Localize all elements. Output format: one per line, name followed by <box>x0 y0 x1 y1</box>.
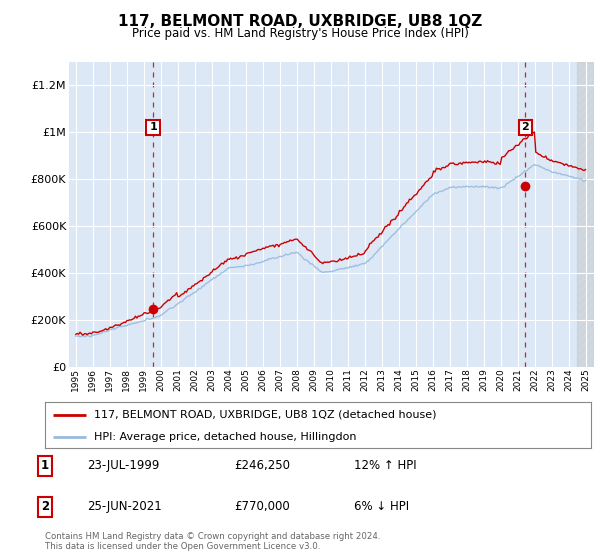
Text: £770,000: £770,000 <box>234 500 290 514</box>
Text: 25-JUN-2021: 25-JUN-2021 <box>87 500 162 514</box>
Bar <box>577 62 594 367</box>
Text: Price paid vs. HM Land Registry's House Price Index (HPI): Price paid vs. HM Land Registry's House … <box>131 27 469 40</box>
Text: 23-JUL-1999: 23-JUL-1999 <box>87 459 160 473</box>
Bar <box>577 62 594 367</box>
Text: 12% ↑ HPI: 12% ↑ HPI <box>354 459 416 473</box>
Text: 1: 1 <box>41 459 49 473</box>
Text: £246,250: £246,250 <box>234 459 290 473</box>
Text: 2: 2 <box>41 500 49 514</box>
Text: 6% ↓ HPI: 6% ↓ HPI <box>354 500 409 514</box>
Text: 117, BELMONT ROAD, UXBRIDGE, UB8 1QZ (detached house): 117, BELMONT ROAD, UXBRIDGE, UB8 1QZ (de… <box>94 410 437 420</box>
Text: 117, BELMONT ROAD, UXBRIDGE, UB8 1QZ: 117, BELMONT ROAD, UXBRIDGE, UB8 1QZ <box>118 14 482 29</box>
Text: 2: 2 <box>521 122 529 132</box>
Text: HPI: Average price, detached house, Hillingdon: HPI: Average price, detached house, Hill… <box>94 432 356 441</box>
Text: Contains HM Land Registry data © Crown copyright and database right 2024.
This d: Contains HM Land Registry data © Crown c… <box>45 532 380 552</box>
Text: 1: 1 <box>149 122 157 132</box>
